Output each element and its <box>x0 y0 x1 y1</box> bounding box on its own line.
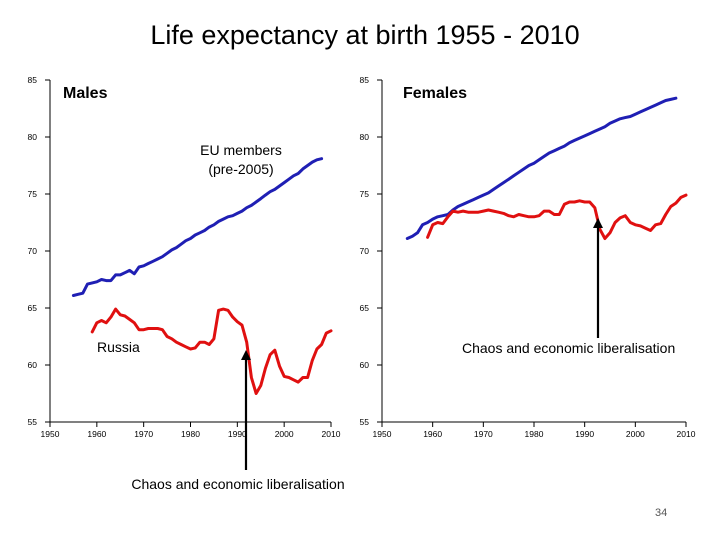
annotations-layer: EU members (pre-2005) Russia Chaos and econ… <box>97 142 675 492</box>
females-y-tick-label: 60 <box>360 360 370 370</box>
males-x-tick-label: 1970 <box>134 429 153 439</box>
males-y-tick-label: 65 <box>28 303 38 313</box>
females-x-tick-label: 1980 <box>525 429 544 439</box>
females-x-tick-label: 2000 <box>626 429 645 439</box>
russia-label: Russia <box>97 339 140 355</box>
males-x-tick-label: 1960 <box>87 429 106 439</box>
slide-title: Life expectancy at birth 1955 - 2010 <box>150 20 580 50</box>
males-eu-line <box>71 157 324 297</box>
females-x-tick-label: 2010 <box>677 429 696 439</box>
males-russia-line <box>90 307 333 395</box>
chaos-label-bottom: Chaos and economic liberalisation <box>131 476 344 492</box>
females-y-tick-label: 85 <box>360 75 370 85</box>
males-x-tick-label: 1990 <box>228 429 247 439</box>
females-y-tick-label: 75 <box>360 189 370 199</box>
females-y-tick-label: 55 <box>360 417 370 427</box>
males-chart: 55 60 65 70 75 80 85 1950 1960 1970 1980 1990 2000 20… <box>28 75 341 439</box>
males-y-tick-label: 60 <box>28 360 38 370</box>
chaos-arrow-right <box>593 218 603 338</box>
females-x-tick-label: 1970 <box>474 429 493 439</box>
males-title: Males <box>63 85 108 102</box>
males-x-tick-label: 2000 <box>275 429 294 439</box>
males-x-tick-label: 1950 <box>41 429 60 439</box>
males-x-tick-label: 2010 <box>322 429 341 439</box>
females-russia-line <box>426 193 688 240</box>
females-y-tick-label: 65 <box>360 303 370 313</box>
females-chart: 55 60 65 70 75 80 85 1950 1960 1970 1980 1990 2000 20… <box>360 75 696 439</box>
males-y-tick-label: 55 <box>28 417 38 427</box>
chaos-arrow-left <box>241 350 251 470</box>
chaos-label-right: Chaos and economic liberalisation <box>462 340 675 356</box>
males-y-tick-label: 80 <box>28 132 38 142</box>
eu-members-label: EU members (pre-2005) <box>200 142 282 177</box>
males-y-tick-label: 70 <box>28 246 38 256</box>
females-title: Females <box>403 85 467 102</box>
males-y-tick-label: 75 <box>28 189 38 199</box>
males-y-tick-label: 85 <box>28 75 38 85</box>
females-y-tick-label: 70 <box>360 246 370 256</box>
males-x-tick-label: 1980 <box>181 429 200 439</box>
females-x-tick-label: 1950 <box>373 429 392 439</box>
females-y-tick-label: 80 <box>360 132 370 142</box>
females-x-tick-label: 1960 <box>423 429 442 439</box>
page-number: 34 <box>655 507 668 519</box>
females-x-tick-label: 1990 <box>575 429 594 439</box>
